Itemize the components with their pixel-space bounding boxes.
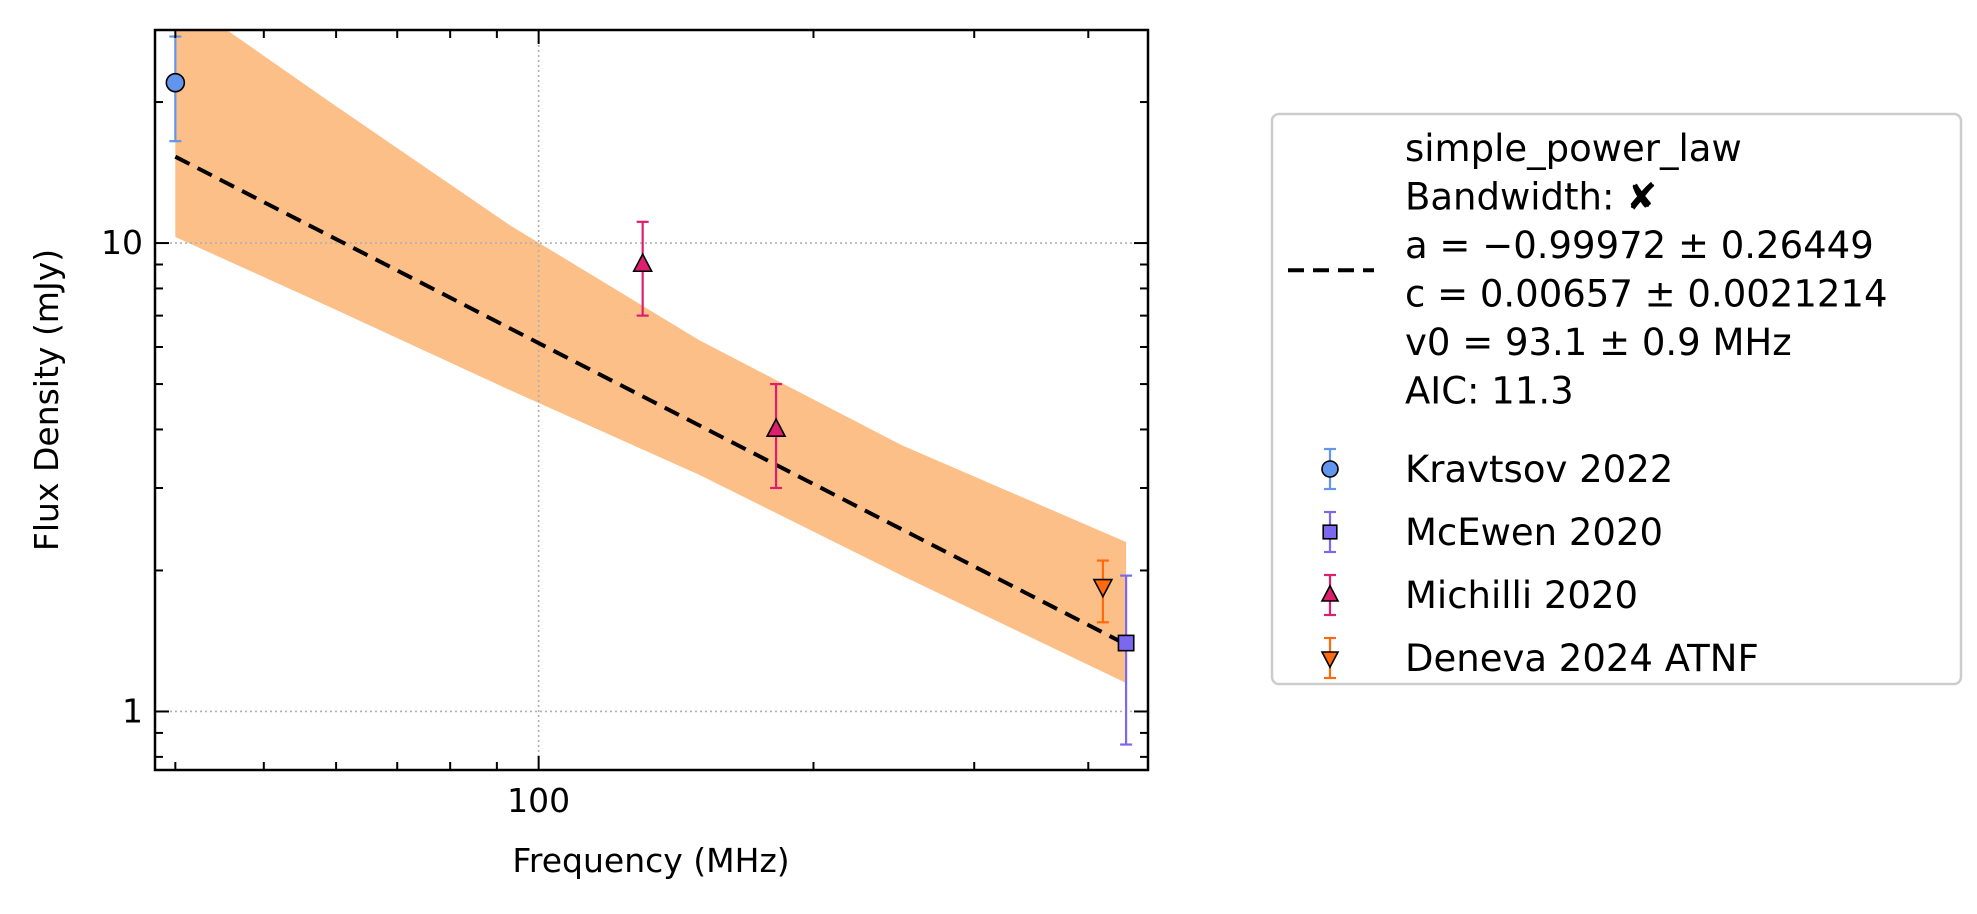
axis-ticks (155, 30, 1148, 770)
legend-model-line-text: simple_power_law (1405, 127, 1742, 170)
legend: simple_power_law Bandwidth: ✘ a = −0.99972… (1270, 112, 1963, 686)
legend-model-line-text: AIC: 11.3 (1405, 370, 1574, 413)
model-line (174, 154, 1128, 647)
data-point-marker (765, 417, 787, 438)
plot-frame (153, 28, 1150, 772)
legend-marker (1321, 460, 1339, 478)
y-axis-label: Flux Density (mJy) (27, 249, 66, 551)
legend-model-line-text: c = 0.00657 ± 0.0021214 (1405, 273, 1887, 316)
legend-marker (1322, 524, 1338, 540)
y-tick-label: 10 (101, 223, 143, 262)
data-point-marker (1117, 634, 1135, 652)
legend-model-line-text: a = −0.99972 ± 0.26449 (1405, 224, 1874, 267)
legend-entry-label: McEwen 2020 (1405, 511, 1663, 554)
legend-entry-label: Michilli 2020 (1405, 574, 1638, 617)
data-point-errorbar (1120, 574, 1133, 746)
legend-marker (1320, 651, 1340, 669)
legend-marker (1320, 584, 1340, 602)
grid (155, 30, 1148, 770)
legend-entry-label: Kravtsov 2022 (1405, 448, 1673, 491)
data-point-marker (1092, 578, 1114, 599)
y-tick-label: 1 (122, 691, 143, 730)
legend-frame (1270, 112, 1963, 686)
data-point-marker (165, 72, 186, 93)
x-axis-label: Frequency (MHz) (512, 841, 789, 880)
legend-model-line-text: Bandwidth: ✘ (1405, 176, 1657, 219)
legend-model-line-text: v0 = 93.1 ± 0.9 MHz (1405, 321, 1792, 364)
plot-area (155, 30, 1148, 770)
data-points (165, 35, 1135, 746)
uncertainty-band (175, 30, 1127, 683)
x-tick-label: 100 (507, 781, 570, 820)
legend-entry-label: Deneva 2024 ATNF (1405, 637, 1759, 680)
data-point-marker (632, 252, 653, 273)
tick-labels: 100 1 10 (101, 223, 570, 820)
